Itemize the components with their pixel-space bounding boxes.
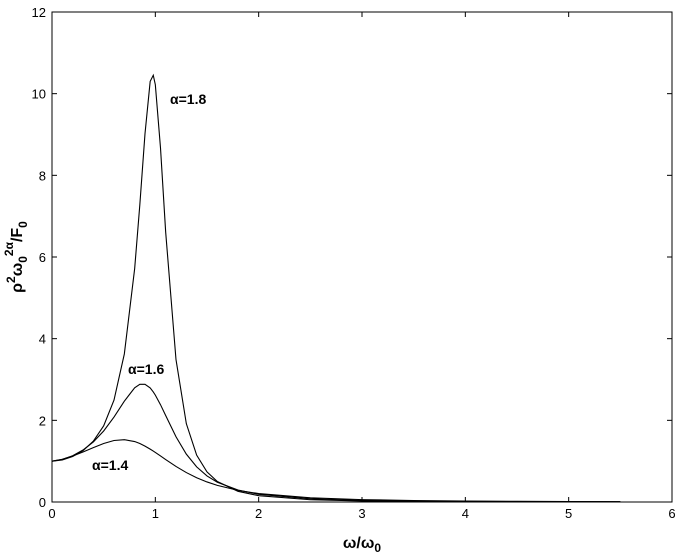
y-axis-label-part: 2α — [2, 241, 16, 256]
x-tick-label: 4 — [462, 506, 469, 521]
y-axis-label-part: 0 — [16, 221, 30, 228]
y-axis-label-part: ω — [9, 263, 26, 277]
data-line — [51, 73, 621, 503]
data-line — [51, 439, 621, 503]
y-tick-label: 8 — [39, 168, 46, 183]
x-tick-label: 5 — [565, 506, 572, 521]
y-tick-label: 2 — [39, 413, 46, 428]
y-tick-label: 10 — [32, 87, 46, 102]
x-axis-label-part: ω/ω — [343, 535, 374, 552]
x-tick-label: 0 — [48, 506, 55, 521]
y-axis-label-part: 0 — [16, 256, 30, 263]
y-axis-label-part: /F — [9, 228, 26, 242]
y-tick-label: 0 — [39, 495, 46, 510]
data-line — [51, 383, 621, 503]
x-tick-label: 3 — [358, 506, 365, 521]
y-tick-label: 12 — [32, 5, 46, 20]
y-axis-label: ρ2ω02α/F0 — [2, 221, 30, 293]
y-axis-label-part: 2 — [4, 276, 18, 283]
y-axis-label-part: ρ — [9, 283, 26, 293]
y-tick-label: 6 — [39, 250, 46, 265]
x-tick-label: 2 — [255, 506, 262, 521]
plot-frame — [51, 11, 673, 503]
curve-label: α=1.8 — [170, 91, 206, 107]
y-tick-label: 4 — [39, 332, 46, 347]
curve-label: α=1.4 — [92, 457, 128, 473]
x-axis-label-part: 0 — [374, 541, 381, 554]
x-tick-label: 1 — [152, 506, 159, 521]
x-tick-label: 6 — [668, 506, 675, 521]
x-axis-label: ω/ω0 — [343, 535, 381, 554]
curve-label: α=1.6 — [128, 361, 164, 377]
